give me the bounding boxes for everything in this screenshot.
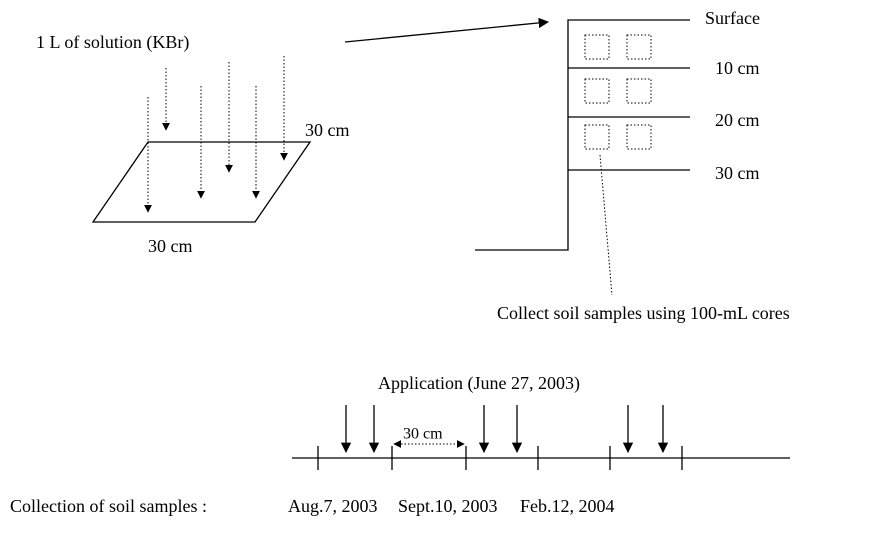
depth-label: 10 cm — [715, 58, 760, 78]
plot-top-width: 30 cm — [305, 120, 350, 140]
depth-label: 30 cm — [715, 163, 760, 183]
spacing-label: 30 cm — [403, 426, 443, 443]
solution-label: 1 L of solution (KBr) — [36, 32, 189, 53]
timeline — [292, 405, 790, 470]
depth-label: Surface — [705, 8, 760, 28]
depth-label: 20 cm — [715, 110, 760, 130]
collection-date: Sept.10, 2003 — [398, 496, 498, 516]
collection-date: Aug.7, 2003 — [288, 496, 378, 516]
soil-profile — [475, 19, 690, 296]
link-arrow — [344, 17, 550, 43]
collection-date: Feb.12, 2004 — [520, 496, 615, 516]
infiltration-arrows — [144, 56, 288, 213]
sampling-note: Collect soil samples using 100-mL cores — [497, 303, 790, 323]
timeline-title: Application (June 27, 2003) — [378, 373, 580, 394]
plot-bottom-width: 30 cm — [148, 236, 193, 256]
collection-label: Collection of soil samples : — [10, 496, 207, 516]
